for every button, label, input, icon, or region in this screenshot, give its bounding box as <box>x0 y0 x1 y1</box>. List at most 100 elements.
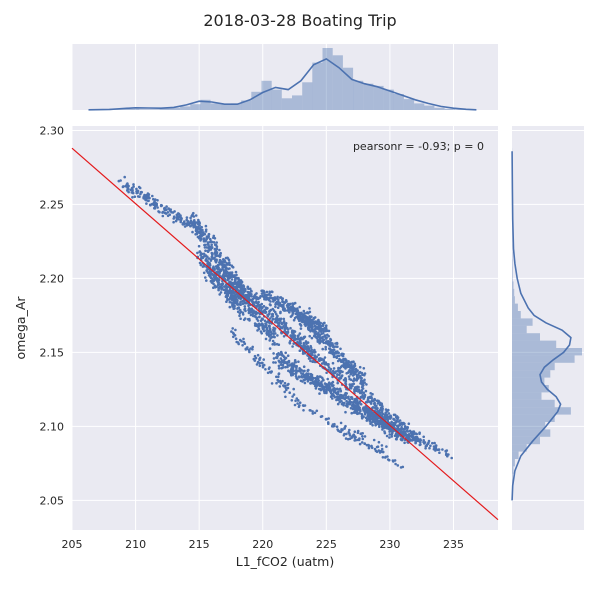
scatter-point <box>346 405 349 408</box>
top-hist-bar <box>373 85 384 110</box>
scatter-point <box>437 448 441 451</box>
top-hist-bar <box>261 80 272 110</box>
scatter-point <box>371 414 374 418</box>
scatter-point <box>230 282 234 286</box>
scatter-point <box>263 310 267 314</box>
scatter-point <box>322 386 325 390</box>
scatter-point <box>282 307 285 310</box>
scatter-point <box>381 412 385 416</box>
scatter-point <box>204 224 208 228</box>
scatter-point <box>237 306 241 309</box>
x-tick-label: 230 <box>379 538 400 551</box>
scatter-point <box>385 426 389 430</box>
scatter-point <box>372 420 375 423</box>
scatter-point <box>321 335 324 339</box>
scatter-point <box>277 367 281 370</box>
scatter-point <box>247 287 250 291</box>
scatter-point <box>319 384 323 387</box>
scatter-point <box>324 335 327 338</box>
y-tick-label: 2.30 <box>40 124 65 137</box>
scatter-point <box>310 376 313 380</box>
scatter-point <box>293 361 297 364</box>
scatter-point <box>348 398 352 402</box>
scatter-point <box>131 191 135 195</box>
scatter-point <box>276 334 279 337</box>
scatter-point <box>230 301 233 304</box>
x-axis-label: L1_fCO2 (uatm) <box>236 554 334 569</box>
scatter-point <box>336 350 339 353</box>
scatter-point <box>348 369 351 372</box>
scatter-point <box>292 334 295 337</box>
scatter-point <box>288 364 292 367</box>
scatter-point <box>393 413 397 417</box>
scatter-point <box>291 331 294 335</box>
scatter-point <box>224 288 227 291</box>
scatter-point <box>234 328 237 332</box>
scatter-point <box>299 323 303 327</box>
scatter-point <box>278 304 281 307</box>
right-hist-bar <box>512 362 555 371</box>
scatter-point <box>195 230 199 234</box>
scatter-point <box>376 402 380 405</box>
scatter-point <box>377 409 381 413</box>
scatter-point <box>433 441 436 445</box>
right-hist-bar <box>512 466 514 474</box>
scatter-point <box>374 423 378 426</box>
scatter-point <box>276 295 279 299</box>
scatter-point <box>366 407 369 411</box>
scatter-point <box>261 324 265 327</box>
scatter-point <box>284 323 288 326</box>
scatter-point <box>220 263 224 266</box>
scatter-point <box>295 364 299 368</box>
scatter-point <box>202 231 205 234</box>
scatter-point <box>206 241 210 244</box>
scatter-point <box>300 319 303 323</box>
scatter-point <box>407 422 411 426</box>
scatter-point <box>302 351 305 354</box>
scatter-point <box>224 268 227 271</box>
scatter-point <box>434 449 437 452</box>
scatter-point <box>291 395 294 398</box>
scatter-point <box>138 195 141 198</box>
scatter-point <box>268 366 271 369</box>
scatter-point <box>392 421 395 425</box>
scatter-point <box>378 425 381 429</box>
scatter-point <box>213 256 216 260</box>
scatter-point <box>169 210 172 213</box>
scatter-point <box>352 368 355 372</box>
scatter-point <box>167 207 170 210</box>
top-hist-bar <box>119 108 130 110</box>
scatter-point <box>230 296 233 299</box>
scatter-point <box>282 335 286 338</box>
scatter-point <box>358 365 362 369</box>
scatter-point <box>383 426 386 430</box>
scatter-point <box>151 194 154 198</box>
scatter-point <box>401 465 405 469</box>
scatter-point <box>353 439 357 442</box>
scatter-point <box>338 357 341 361</box>
right-hist-bar <box>512 259 513 267</box>
right-hist-bar <box>512 422 546 430</box>
scatter-point <box>299 341 303 345</box>
scatter-point <box>370 444 373 448</box>
scatter-point <box>332 355 336 359</box>
scatter-point <box>253 293 257 297</box>
scatter-point <box>237 284 241 287</box>
scatter-point <box>123 175 126 179</box>
scatter-point <box>277 375 280 379</box>
scatter-point <box>395 424 399 428</box>
scatter-point <box>322 358 325 361</box>
scatter-point <box>310 315 313 319</box>
scatter-point <box>261 289 264 293</box>
scatter-point <box>191 230 194 234</box>
scatter-point <box>282 359 286 362</box>
right-marginal-histogram <box>512 148 582 489</box>
scatter-point <box>208 240 212 244</box>
scatter-point <box>314 379 318 383</box>
scatter-point <box>286 306 290 310</box>
top-hist-bar <box>129 108 140 110</box>
scatter-point <box>349 378 353 382</box>
scatter-point <box>244 294 247 298</box>
scatter-point <box>358 371 361 375</box>
scatter-point <box>379 406 383 410</box>
